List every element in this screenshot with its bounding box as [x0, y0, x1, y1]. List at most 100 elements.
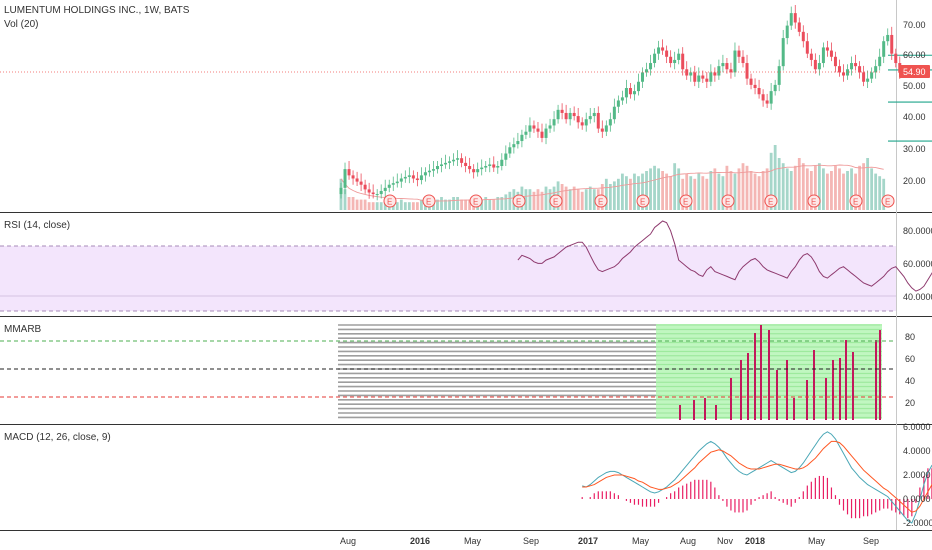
macd-line	[582, 431, 932, 524]
earnings-marker	[549, 194, 563, 208]
volume-bar	[709, 171, 713, 210]
candle-body	[520, 134, 524, 142]
rsi-tick: 80.0000	[903, 226, 932, 236]
volume-bar	[363, 199, 367, 210]
mmarb-plot	[0, 324, 896, 420]
candle-body	[801, 31, 805, 42]
candle-body	[689, 72, 693, 76]
candle-body	[761, 94, 765, 101]
candle-body	[632, 91, 636, 95]
earnings-marker-label: E	[598, 198, 603, 207]
signal-line	[582, 440, 932, 513]
volume-bar	[560, 184, 564, 210]
volume-bar	[870, 168, 874, 210]
candle-body	[592, 112, 596, 117]
volume-bar	[411, 202, 415, 210]
volume-bar	[440, 197, 443, 210]
volume-legend[interactable]: Vol (20)	[4, 19, 38, 30]
volume-bar	[769, 152, 773, 210]
candle-body	[468, 166, 472, 170]
candle-body	[797, 22, 801, 32]
volume-bar	[371, 202, 375, 210]
volume-bar	[725, 165, 729, 210]
candle-body	[456, 158, 460, 160]
volume-bar	[777, 158, 781, 210]
candle-body	[733, 50, 737, 73]
rsi-legend[interactable]: RSI (14, close)	[4, 220, 70, 231]
time-tick: 2016	[410, 536, 430, 546]
rsi-axis[interactable]: 80.0000 60.0000 40.0000	[903, 226, 932, 302]
volume-bar	[625, 176, 628, 210]
volume-bar	[480, 199, 484, 210]
candle-body	[616, 100, 620, 107]
volume-bar	[661, 171, 664, 210]
volume-bar	[532, 191, 536, 210]
volume-bar	[355, 199, 359, 210]
volume-bar	[789, 171, 793, 210]
volume-bar	[753, 173, 757, 210]
volume-bar	[850, 168, 853, 210]
volume-bar	[608, 184, 612, 210]
volume-bar	[496, 197, 500, 210]
volume-bar	[432, 202, 435, 210]
candle-body	[419, 175, 423, 181]
volume-bar	[568, 189, 572, 210]
macd-legend[interactable]: MACD (12, 26, close, 9)	[4, 432, 111, 443]
candle-body	[552, 119, 556, 126]
symbol-title[interactable]: LUMENTUM HOLDINGS INC., 1W, BATS	[4, 5, 190, 16]
candle-body	[685, 69, 689, 76]
candle-body	[757, 88, 761, 95]
volume-bar	[456, 197, 459, 210]
candle-body	[516, 141, 520, 145]
volume-bar	[693, 178, 697, 210]
volume-bar	[633, 173, 636, 210]
candle-body	[528, 125, 532, 132]
candle-body	[540, 131, 544, 138]
volume-bar	[407, 202, 411, 210]
candle-body	[737, 50, 741, 57]
mmarb-legend[interactable]: MMARB	[4, 324, 42, 335]
candle-body	[753, 84, 757, 88]
time-tick: May	[632, 536, 650, 546]
earnings-marker-label: E	[516, 198, 521, 207]
time-tick: Aug	[680, 536, 696, 546]
mmarb-axis[interactable]: 80 60 40 20	[905, 332, 915, 408]
candle-body	[645, 69, 649, 73]
candle-body	[878, 56, 882, 67]
pane-separators	[0, 0, 932, 531]
candle-body	[653, 53, 657, 64]
earnings-marker	[764, 194, 778, 208]
candle-body	[383, 187, 387, 191]
volume-bar	[801, 163, 805, 210]
candle-body	[677, 53, 681, 60]
volume-bar	[757, 176, 761, 210]
volume-bar	[813, 165, 817, 210]
candle-body	[777, 66, 781, 85]
volume-bar	[444, 199, 447, 210]
macd-tick: -2.0000	[903, 518, 932, 528]
candle-body	[544, 128, 548, 138]
volume-bar	[741, 163, 745, 210]
candle-body	[480, 167, 484, 170]
earnings-marker-label: E	[768, 198, 773, 207]
rsi-plot	[517, 220, 932, 292]
volume-bar	[359, 199, 363, 210]
candle-body	[359, 181, 363, 185]
price-axis[interactable]: 70.00 60.00 50.00 40.00 30.00 20.00	[903, 20, 926, 186]
candle-body	[681, 53, 685, 70]
time-axis[interactable]: Aug 2016 May Sep 2017 May Aug Nov 2018 M…	[340, 536, 879, 546]
price-tick: 30.00	[903, 144, 926, 154]
volume-bar	[705, 178, 709, 210]
candle-body	[387, 184, 391, 188]
volume-bar	[737, 168, 741, 210]
candle-body	[488, 164, 492, 166]
volume-bar	[604, 178, 608, 210]
candle-body	[343, 169, 347, 188]
candle-body	[536, 128, 540, 132]
macd-axis[interactable]: 6.0000 4.0000 2.0000 0.0000 -2.0000	[903, 422, 932, 528]
macd-tick: 0.0000	[903, 494, 931, 504]
volume-bar	[351, 197, 355, 210]
candle-body	[705, 78, 709, 82]
